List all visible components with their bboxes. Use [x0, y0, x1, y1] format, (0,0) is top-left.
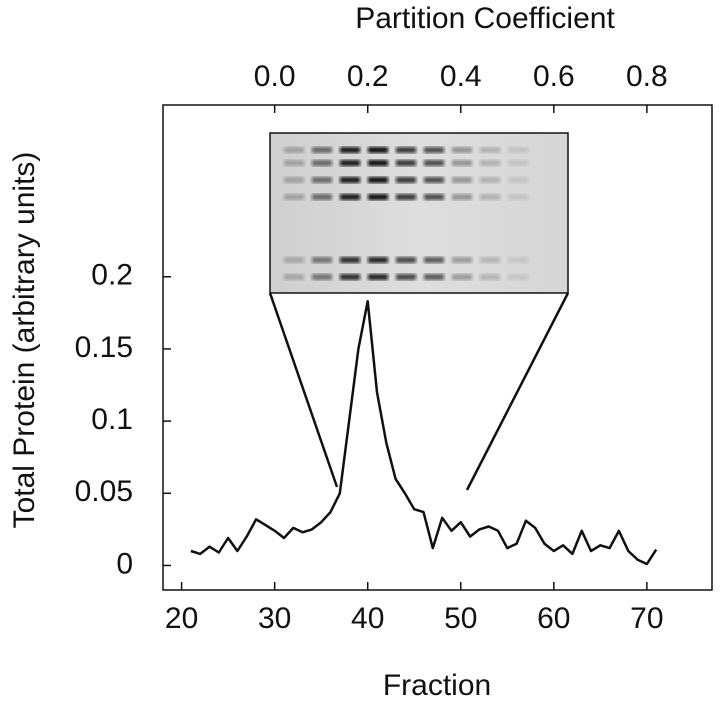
- gel-band: [452, 257, 472, 263]
- gel-band: [508, 257, 528, 263]
- gel-band: [452, 194, 472, 200]
- gel-band: [424, 160, 444, 166]
- top-axis-title: Partition Coefficient: [355, 2, 615, 35]
- gel-band: [368, 177, 388, 183]
- gel-band: [424, 274, 444, 280]
- y-tick-label: 0.15: [75, 331, 133, 364]
- gel-band: [480, 177, 500, 183]
- gel-band: [284, 257, 304, 263]
- x-axis-title: Fraction: [383, 669, 491, 702]
- gel-band: [508, 194, 528, 200]
- x-tick-label: 50: [444, 602, 477, 635]
- plot-frame: [162, 104, 713, 591]
- gel-band: [480, 274, 500, 280]
- gel-band: [480, 257, 500, 263]
- gel-band: [340, 177, 360, 183]
- x2-tick-label: 0.0: [254, 60, 296, 93]
- gel-band: [340, 257, 360, 263]
- gel-band: [480, 194, 500, 200]
- gel-band: [508, 177, 528, 183]
- gel-band: [452, 274, 472, 280]
- x-tick-label: 70: [630, 602, 663, 635]
- gel-band: [368, 194, 388, 200]
- gel-band: [284, 177, 304, 183]
- gel-band: [508, 160, 528, 166]
- zoom-line: [465, 292, 570, 491]
- x-tick-label: 20: [165, 602, 198, 635]
- gel-band: [284, 274, 304, 280]
- gel-band: [452, 147, 472, 153]
- x-tick-label: 40: [351, 602, 384, 635]
- gel-band: [340, 194, 360, 200]
- gel-band: [396, 274, 416, 280]
- y-tick-label: 0.1: [91, 403, 133, 436]
- gel-band: [396, 257, 416, 263]
- x2-tick-label: 0.8: [626, 60, 668, 93]
- gel-band: [368, 274, 388, 280]
- gel-frame: [269, 132, 569, 294]
- gel-band: [480, 160, 500, 166]
- gel-band: [396, 147, 416, 153]
- gel-band: [340, 147, 360, 153]
- gel-band: [368, 160, 388, 166]
- gel-band: [396, 194, 416, 200]
- gel-band: [312, 274, 332, 280]
- gel-band: [312, 194, 332, 200]
- y-tick-label: 0: [116, 547, 133, 580]
- zoom-line: [268, 292, 339, 488]
- gel-band: [480, 147, 500, 153]
- x2-tick-label: 0.4: [440, 60, 482, 93]
- x2-tick-label: 0.6: [533, 60, 575, 93]
- y-tick-label: 0.2: [91, 259, 133, 292]
- gel-band: [424, 194, 444, 200]
- gel-band: [312, 160, 332, 166]
- y-axis-title: Total Protein (arbitrary units): [8, 152, 41, 529]
- gel-band: [424, 177, 444, 183]
- gel-band: [424, 147, 444, 153]
- gel-band: [508, 274, 528, 280]
- gel-band: [368, 257, 388, 263]
- gel-band: [396, 160, 416, 166]
- x-tick-label: 60: [537, 602, 570, 635]
- data-line: [190, 300, 658, 566]
- gel-band: [424, 257, 444, 263]
- x-tick-label: 30: [258, 602, 291, 635]
- gel-band: [284, 160, 304, 166]
- gel-band: [312, 257, 332, 263]
- gel-band: [312, 147, 332, 153]
- y-tick-label: 0.05: [75, 475, 133, 508]
- gel-band: [452, 160, 472, 166]
- gel-inset: [269, 132, 569, 294]
- gel-band: [396, 177, 416, 183]
- gel-band: [508, 147, 528, 153]
- gel-band: [340, 160, 360, 166]
- gel-band: [452, 177, 472, 183]
- gel-band: [312, 177, 332, 183]
- gel-band: [340, 274, 360, 280]
- gel-band: [284, 194, 304, 200]
- gel-band: [284, 147, 304, 153]
- x2-tick-label: 0.2: [347, 60, 389, 93]
- gel-band: [368, 147, 388, 153]
